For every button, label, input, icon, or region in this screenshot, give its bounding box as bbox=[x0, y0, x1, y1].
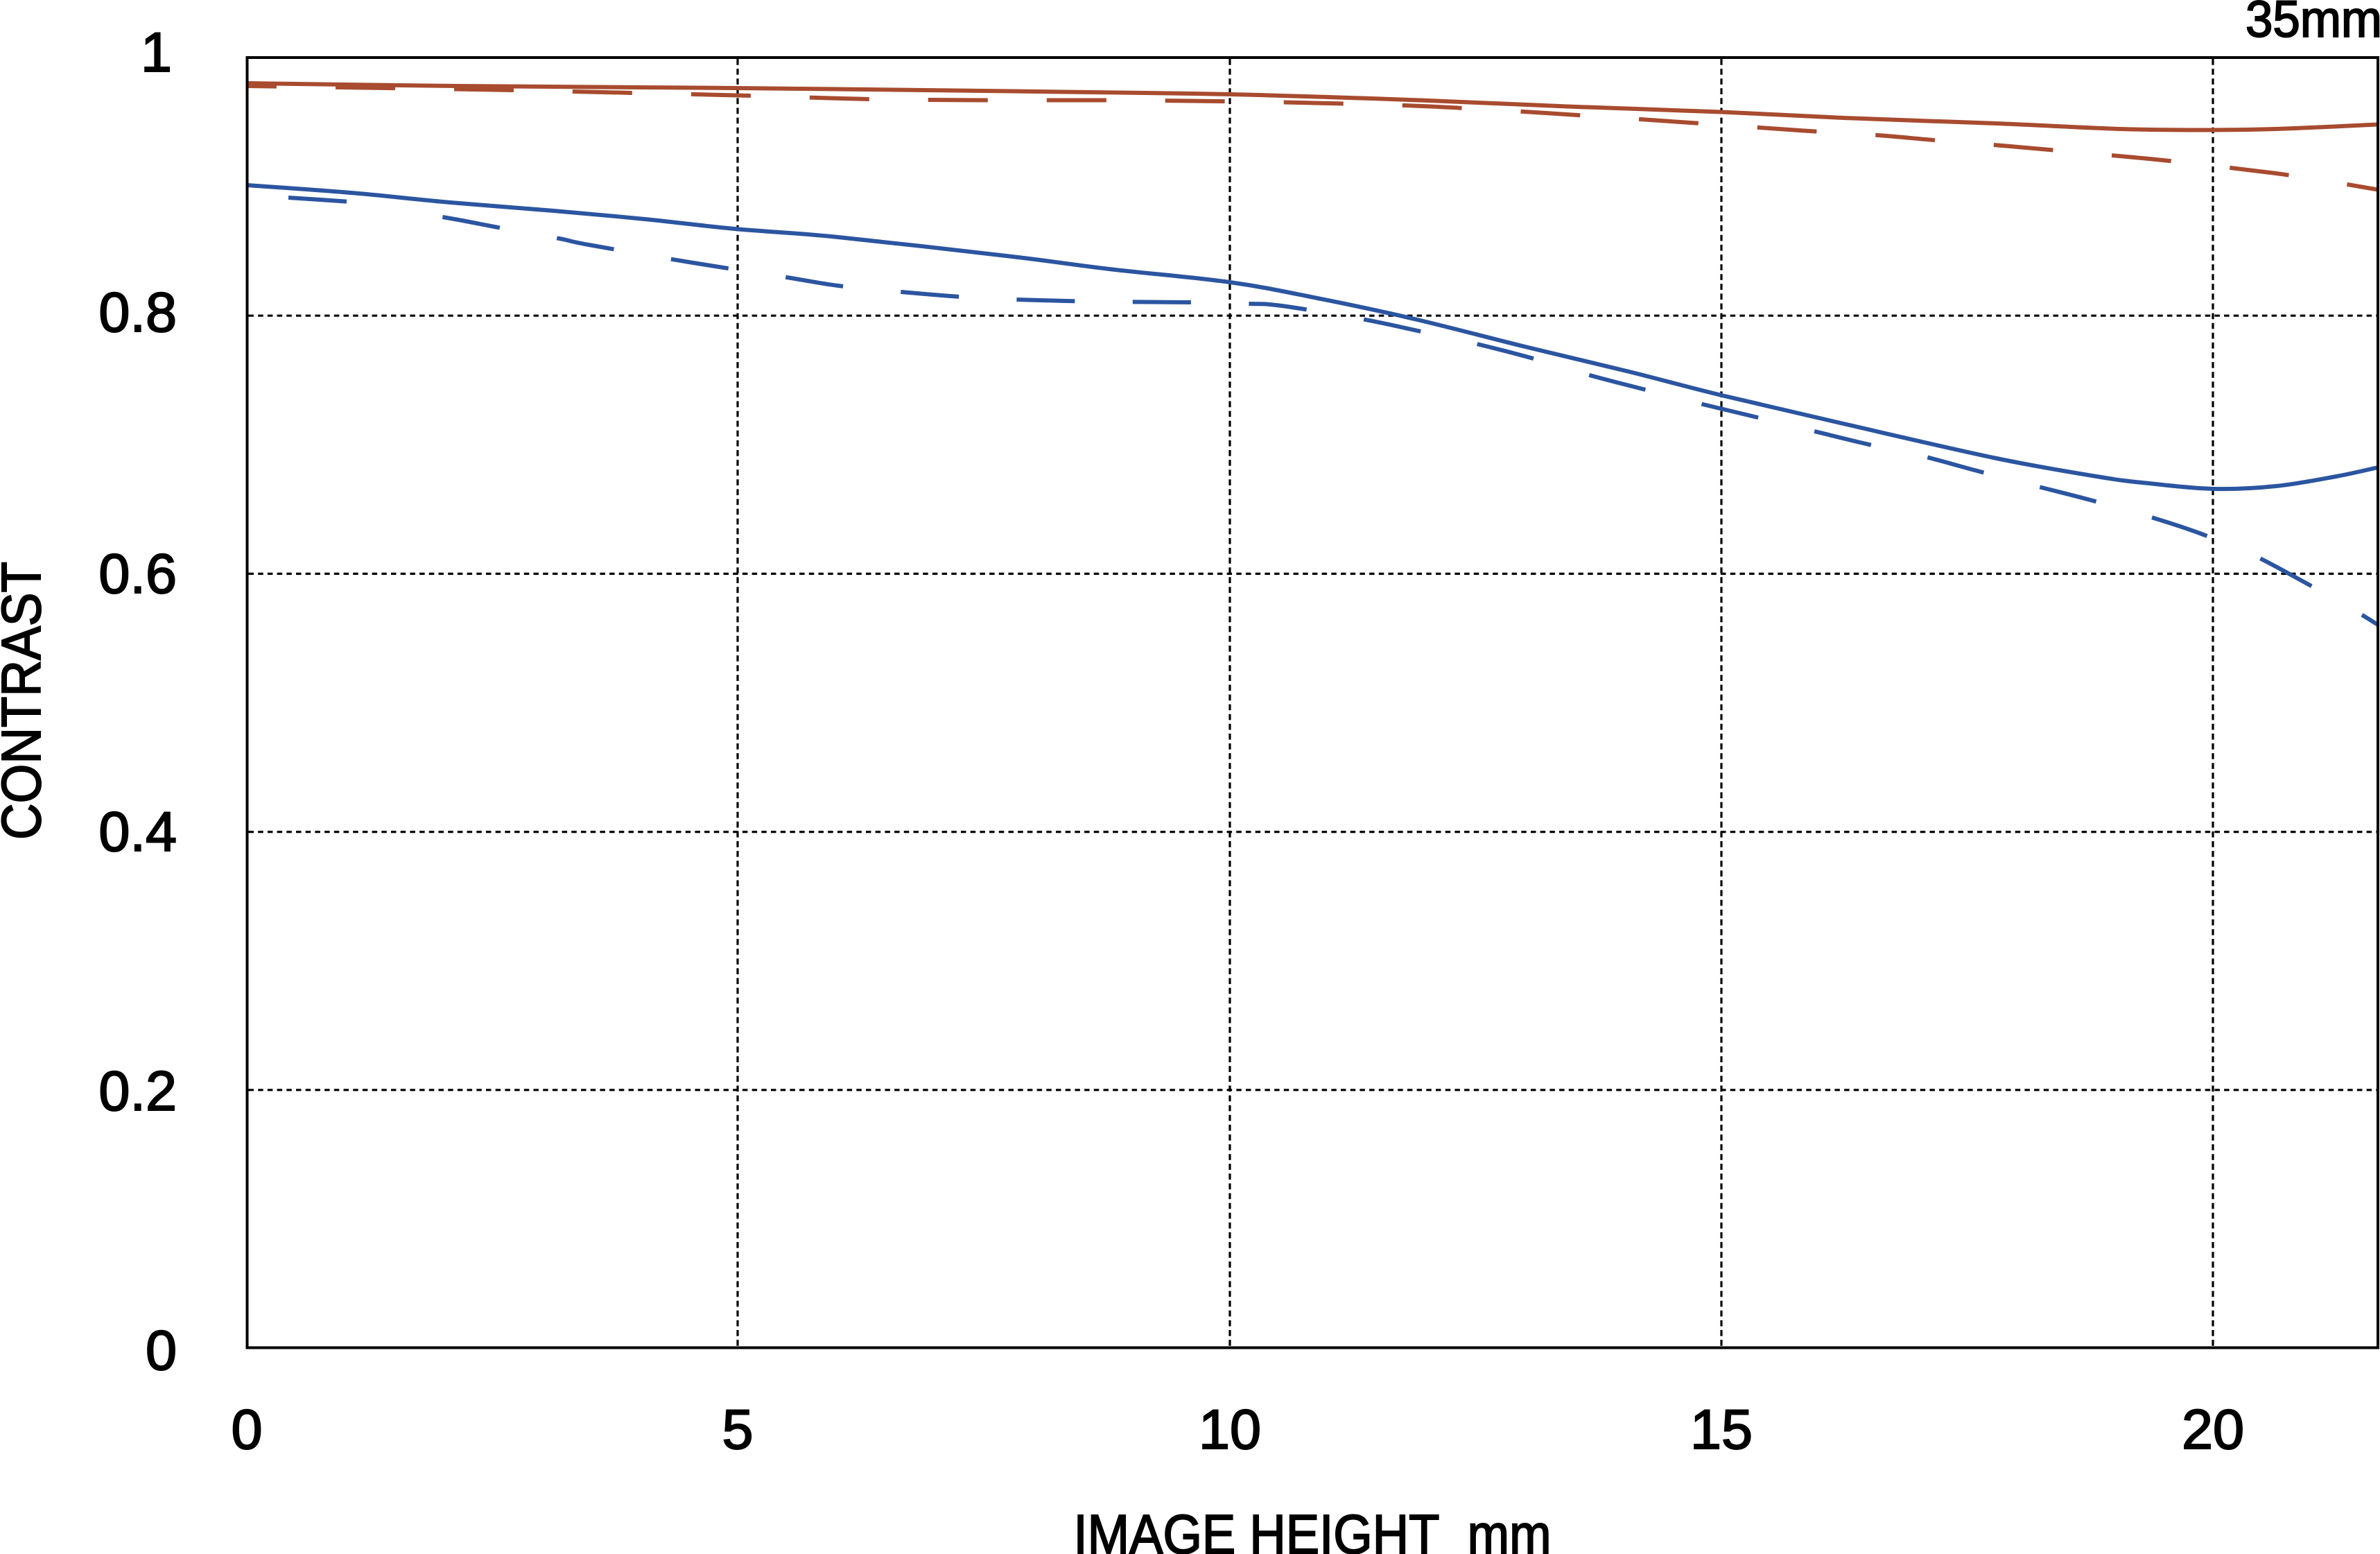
svg-text:IMAGE HEIGHT mm: IMAGE HEIGHT mm bbox=[1074, 1503, 1552, 1554]
svg-text:0.6: 0.6 bbox=[98, 543, 177, 605]
svg-text:35mm: 35mm bbox=[2246, 0, 2380, 48]
svg-text:0: 0 bbox=[146, 1320, 177, 1382]
svg-text:10: 10 bbox=[1199, 1399, 1261, 1461]
svg-text:20: 20 bbox=[2182, 1399, 2244, 1461]
svg-text:15: 15 bbox=[1690, 1399, 1753, 1461]
svg-text:1: 1 bbox=[141, 21, 172, 84]
svg-text:0.8: 0.8 bbox=[98, 282, 177, 344]
svg-text:0.2: 0.2 bbox=[98, 1060, 177, 1123]
svg-text:CONTRAST: CONTRAST bbox=[0, 562, 52, 840]
svg-text:0: 0 bbox=[231, 1399, 262, 1461]
svg-text:5: 5 bbox=[722, 1399, 753, 1461]
svg-text:0.4: 0.4 bbox=[98, 801, 177, 863]
